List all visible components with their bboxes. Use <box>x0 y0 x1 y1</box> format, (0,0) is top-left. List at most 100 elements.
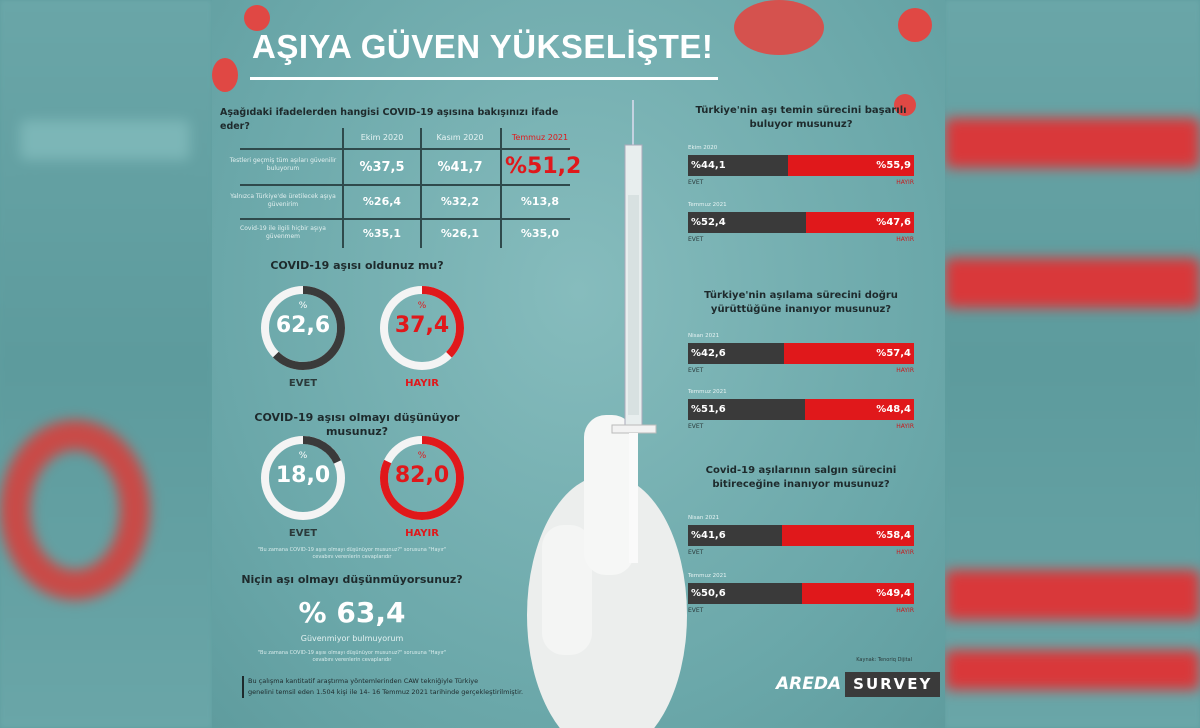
donut-arc <box>380 436 464 520</box>
bar-question: Türkiye'nin aşı temin sürecini başarılı … <box>695 105 907 130</box>
logo: AREDA SURVEY <box>772 672 941 697</box>
table-cell: %35,0 <box>520 227 560 240</box>
donut-value: 82,0 <box>394 463 450 488</box>
bar-yes: %41,6 <box>688 525 783 546</box>
bar-no: %48,4 <box>804 399 914 420</box>
no-label: HAYIR <box>896 607 914 614</box>
donut-arc <box>261 436 345 520</box>
vaccinated-question: COVID-19 aşısı oldunuz mu? <box>270 259 444 272</box>
donut-evet: % 62,6 <box>258 283 348 377</box>
donut-arc <box>261 286 345 370</box>
bar-question: Covid-19 aşılarının salgın sürecini biti… <box>705 465 897 490</box>
donut-label: EVET <box>288 528 318 539</box>
table-cell: %37,5 <box>359 160 405 175</box>
bar-period: Temmuz 2021 <box>688 389 727 395</box>
bar-row: Temmuz 2021 %52,4 %47,6 EVET HAYIR <box>688 202 914 247</box>
yes-label: EVET <box>688 179 704 186</box>
donut-label: HAYIR <box>405 378 439 389</box>
virus-icon <box>212 58 238 92</box>
table-cell: %26,1 <box>440 227 480 240</box>
table-cell: %26,4 <box>362 195 402 208</box>
column-header: Ekim 2020 <box>360 133 404 142</box>
bar-row: Nisan 2021 %41,6 %58,4 EVET HAYIR <box>688 515 914 560</box>
table-cell-highlight: %51,2 <box>505 154 582 179</box>
blurred-background-right <box>945 0 1200 728</box>
bar-no: %47,6 <box>806 212 914 233</box>
bar-question: Türkiye'nin aşılama sürecini doğru yürüt… <box>704 290 898 315</box>
bar-row: Nisan 2021 %42,6 %57,4 EVET HAYIR <box>688 333 914 378</box>
pct-sign: % <box>417 301 427 311</box>
method-line: Bu çalışma kantitatif araştırma yöntemle… <box>248 677 479 685</box>
yes-label: EVET <box>688 423 704 430</box>
donut-arc <box>380 286 464 370</box>
yes-label: EVET <box>688 549 704 556</box>
column-header: Temmuz 2021 <box>511 133 569 142</box>
intent-question: COVID-19 aşısı olmayı düşünüyor musunuz? <box>254 411 460 438</box>
why-footnote: "Bu zamana COVID-19 aşısı olmayı düşünüy… <box>257 650 447 663</box>
bar-yes: %42,6 <box>688 343 785 364</box>
yes-label: EVET <box>688 607 704 614</box>
bar-yes: %51,6 <box>688 399 805 420</box>
bar-yes: %44,1 <box>688 155 788 176</box>
method-bar <box>242 676 244 698</box>
logo-brand: AREDA <box>776 674 842 694</box>
page-title: AŞIYA GÜVEN YÜKSELİŞTE! <box>252 28 714 65</box>
syringe-illustration <box>527 100 687 728</box>
row-label: Yalnızca Türkiye'de üretilecek aşıya güv… <box>230 193 336 208</box>
bar-row: Ekim 2020 %44,1 %55,9 EVET HAYIR <box>688 145 914 190</box>
bar-period: Temmuz 2021 <box>688 573 727 579</box>
infographic: AŞIYA GÜVEN YÜKSELİŞTE! Aşağıdaki ifadel… <box>212 0 945 728</box>
donut-label: HAYIR <box>405 528 439 539</box>
bar-period: Nisan 2021 <box>688 333 720 339</box>
bar-no: %49,4 <box>802 583 914 604</box>
method-note: Bu çalışma kantitatif araştırma yöntemle… <box>248 676 668 698</box>
bar-no: %58,4 <box>782 525 914 546</box>
virus-icon <box>894 94 916 116</box>
virus-icon <box>734 0 824 55</box>
why-question: Niçin aşı olmayı düşünmüyorsunuz? <box>241 573 463 586</box>
donut-evet: % 18,0 <box>258 433 348 527</box>
bar-period: Temmuz 2021 <box>688 202 727 208</box>
bar-row: Temmuz 2021 %50,6 %49,4 EVET HAYIR <box>688 573 914 618</box>
donut-label: EVET <box>288 378 318 389</box>
source: Kaynak: Tenoriq Dijital <box>856 657 912 663</box>
title-underline <box>250 77 718 80</box>
bar-yes: %52,4 <box>688 212 807 233</box>
bar-row: Temmuz 2021 %51,6 %48,4 EVET HAYIR <box>688 389 914 434</box>
donut-value: 37,4 <box>394 313 450 338</box>
yes-label: EVET <box>688 367 704 374</box>
donut-hayir: % 37,4 <box>377 283 467 377</box>
pct-sign: % <box>298 301 308 311</box>
pct-sign: % <box>298 451 308 461</box>
intent-footnote: "Bu zamana COVID-19 aşısı olmayı düşünüy… <box>257 547 447 560</box>
method-line: genelini temsil eden 1.504 kişi ile 14- … <box>248 688 524 696</box>
why-value: % 63,4 <box>298 596 406 629</box>
no-label: HAYIR <box>896 423 914 430</box>
pct-sign: % <box>417 451 427 461</box>
row-label: Covid-19 ile ilgili hiçbir aşıya güvenme… <box>240 225 326 240</box>
row-label: Testleri geçmiş tüm aşıları güvenilir bu… <box>229 157 337 172</box>
table-cell: %35,1 <box>362 227 402 240</box>
donut-hayir: % 82,0 <box>377 433 467 527</box>
virus-icon <box>898 8 932 42</box>
table-cell: %13,8 <box>520 195 560 208</box>
blurred-background-left <box>0 0 212 728</box>
column-header: Kasım 2020 <box>436 133 484 142</box>
no-label: HAYIR <box>896 236 914 243</box>
donut-value: 18,0 <box>275 463 331 488</box>
table-question: Aşağıdaki ifadelerden hangisi COVID-19 a… <box>220 107 559 132</box>
no-label: HAYIR <box>896 549 914 556</box>
yes-label: EVET <box>688 236 704 243</box>
no-label: HAYIR <box>896 367 914 374</box>
table-cell: %32,2 <box>440 195 480 208</box>
donut-value: 62,6 <box>275 313 331 338</box>
bar-no: %55,9 <box>787 155 914 176</box>
table-cell: %41,7 <box>437 160 483 175</box>
virus-icon <box>244 5 270 31</box>
why-answer: Güvenmiyor bulmuyorum <box>300 634 404 643</box>
bar-period: Ekim 2020 <box>688 145 718 151</box>
no-label: HAYIR <box>896 179 914 186</box>
bar-yes: %50,6 <box>688 583 803 604</box>
logo-survey: SURVEY <box>845 672 941 697</box>
bar-period: Nisan 2021 <box>688 515 720 521</box>
